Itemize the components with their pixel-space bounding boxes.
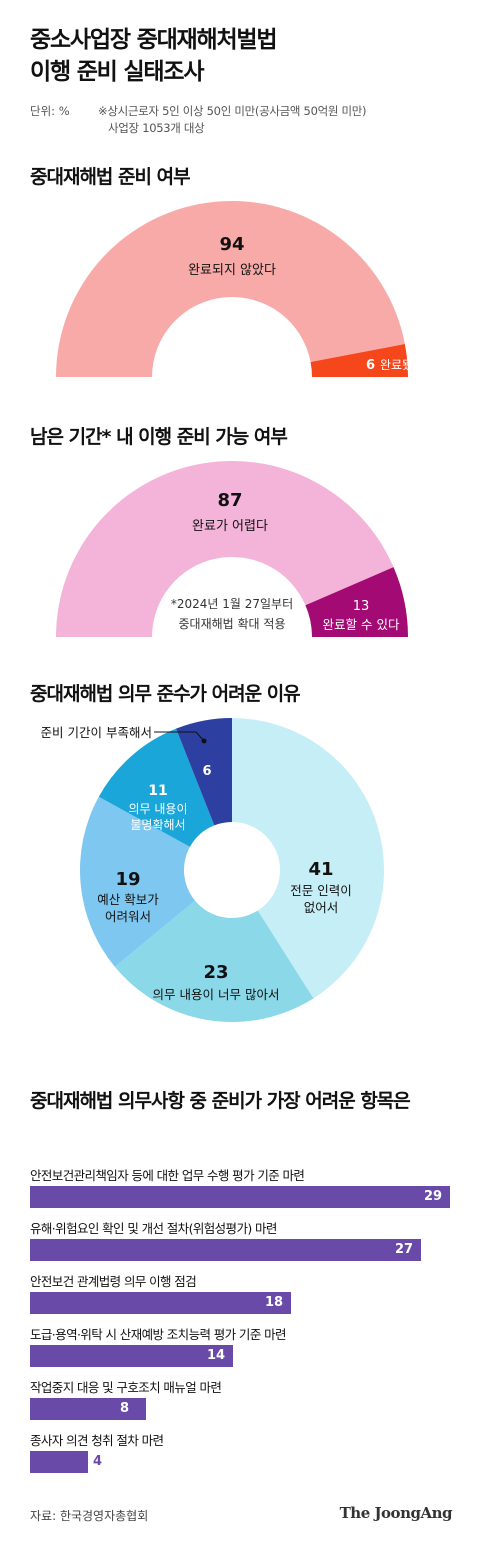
- chart4-title: 중대재해법 의무사항 중 준비가 가장 어려운 항목은: [30, 1090, 411, 1112]
- chart3-slice0-label-line2: 없어서: [304, 900, 339, 915]
- chart3-slice3-label-line2: 불명확해서: [130, 818, 185, 832]
- note-line-2: 사업장 1053개 대상: [108, 121, 205, 135]
- chart2-slice-1: [305, 567, 408, 637]
- chart2-slice1-value: 13: [353, 599, 370, 614]
- chart3-slice2-label-line2: 어려워서: [105, 909, 151, 924]
- chart2-title: 남은 기간* 내 이행 준비 가능 여부: [30, 426, 288, 448]
- chart3-slice3-value: 11: [148, 783, 167, 799]
- chart1-slice0-label: 완료되지 않았다: [188, 263, 276, 278]
- chart3-slice2-value: 19: [115, 869, 140, 890]
- chart3-leader-dot: [201, 738, 207, 744]
- chart4-bar-label-4: 작업중지 대응 및 구호조치 매뉴얼 마련: [30, 1380, 222, 1395]
- chart1-half-donut: 94 완료되지 않았다 6 완료됐다: [56, 200, 424, 377]
- chart3-title: 중대재해법 의무 준수가 어려운 이유: [30, 683, 301, 705]
- chart1-slice-1: [310, 344, 408, 377]
- chart4-bar-value-2: 18: [265, 1295, 284, 1310]
- page-title: 중소사업장 중대재해처벌법 이행 준비 실태조사: [30, 24, 278, 88]
- chart4-bar-5: [30, 1451, 88, 1473]
- chart2-slice0-label: 완료가 어렵다: [192, 519, 268, 534]
- chart1-slice1-label: 완료됐다: [380, 358, 424, 372]
- chart3-slice0-label-line1: 전문 인력이: [290, 883, 351, 898]
- chart3-slice-0: [232, 718, 384, 999]
- chart4-bar-label-2: 안전보건 관계법령 의무 이행 점검: [30, 1274, 197, 1289]
- chart2-slice-0: [56, 461, 394, 637]
- chart4-bar-value-0: 29: [424, 1189, 443, 1204]
- chart3-slice-4: [176, 718, 232, 826]
- title-line-2: 이행 준비 실태조사: [30, 59, 204, 85]
- chart1-slices: [56, 200, 408, 377]
- chart1-title: 중대재해법 준비 여부: [30, 166, 191, 188]
- chart2-slice0-value: 87: [217, 490, 242, 511]
- note-line-1: ※상시근로자 5인 이상 50인 미만(공사금액 50억원 미만): [98, 104, 367, 118]
- chart2-slice1-label: 완료할 수 있다: [323, 617, 400, 632]
- brand-logo: The JoongAng: [339, 1504, 453, 1522]
- title-line-1: 중소사업장 중대재해처벌법: [30, 27, 278, 53]
- chart3-slice-1: [114, 900, 314, 1022]
- chart4-bar-label-5: 종사자 의견 청취 절차 마련: [30, 1433, 164, 1448]
- chart4-bar-4: [30, 1398, 146, 1420]
- chart4-bar-value-5: 4: [93, 1454, 103, 1469]
- source-label: 자료: 한국경영자총협회: [30, 1509, 149, 1523]
- chart1-slice1-value: 6: [366, 358, 375, 373]
- chart3-slice2-label-line1: 예산 확보가: [97, 892, 159, 907]
- chart3-donut: 준비 기간이 부족해서 6 41 전문 인력이 없어서 23 의무 내용이 너무…: [41, 718, 384, 1022]
- chart4-bar-1: [30, 1239, 421, 1261]
- chart4-bar-label-0: 안전보건관리책임자 등에 대한 업무 수행 평가 기준 마련: [30, 1168, 305, 1183]
- chart3-slice1-label: 의무 내용이 너무 많아서: [153, 987, 280, 1002]
- chart4-bar-2: [30, 1292, 291, 1314]
- chart3-slice-2: [80, 796, 196, 967]
- chart3-slice0-value: 41: [308, 859, 333, 880]
- chart3-slice-3: [98, 728, 215, 847]
- chart2-footnote-line-2: 중대재해법 확대 적용: [179, 617, 286, 631]
- chart4-bar-value-1: 27: [395, 1242, 414, 1257]
- chart4-bar-value-3: 14: [207, 1348, 226, 1363]
- chart2-half-donut: 87 완료가 어렵다 13 완료할 수 있다 *2024년 1월 27일부터 중…: [56, 461, 408, 637]
- unit-label: 단위: %: [30, 104, 70, 118]
- chart3-slices: [80, 718, 384, 1022]
- chart1-slice-0: [56, 200, 405, 377]
- chart4-bar-3: [30, 1345, 233, 1367]
- survey-note: ※상시근로자 5인 이상 50인 미만(공사금액 50억원 미만) 사업장 10…: [98, 103, 367, 137]
- chart3-slice3-label-line1: 의무 내용이: [128, 802, 187, 816]
- chart2-footnote-line-1: *2024년 1월 27일부터: [171, 597, 293, 611]
- chart4-bar-value-4: 8: [120, 1401, 130, 1416]
- chart3-slice4-value: 6: [202, 764, 211, 779]
- chart1-slice0-value: 94: [219, 234, 244, 255]
- chart4-bar-label-3: 도급·용역·위탁 시 산재예방 조치능력 평가 기준 마련: [30, 1327, 286, 1342]
- chart3-slice1-value: 23: [203, 962, 228, 983]
- chart4-bar-0: [30, 1186, 450, 1208]
- chart3-slice4-label: 준비 기간이 부족해서: [41, 725, 152, 740]
- chart2-slices: [56, 461, 408, 637]
- chart4-bar-label-1: 유해·위험요인 확인 및 개선 절차(위험성평가) 마련: [30, 1221, 277, 1236]
